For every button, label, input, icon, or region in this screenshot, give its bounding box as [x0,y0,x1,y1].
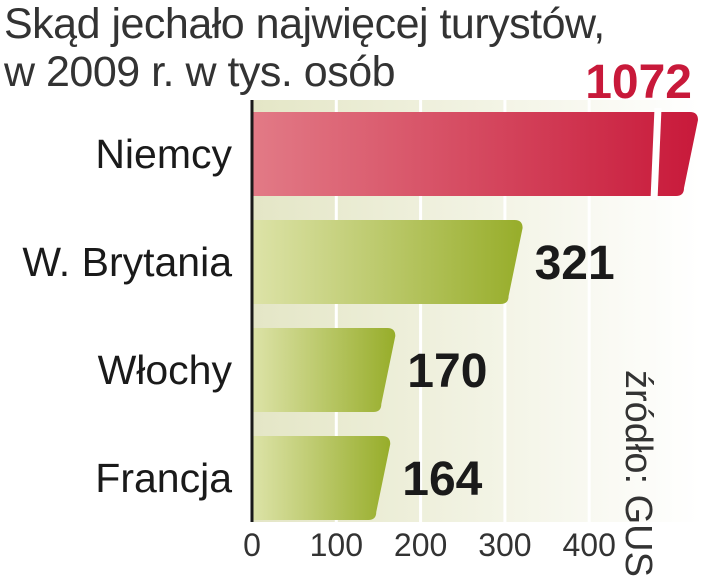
x-tick-label-200: 200 [394,527,447,563]
bar-2 [252,220,523,304]
x-tick-label-100: 100 [310,527,363,563]
bar-4 [252,436,391,520]
plot-area: Niemcy 1072 W. Brytania 321 Włochy 170 Francja… [22,56,700,563]
category-label-2: W. Brytania [22,239,232,285]
axis-break-mark [650,107,662,201]
bar-1 [252,112,698,196]
value-label-4: 164 [402,453,482,506]
source-label: źródło: GUS [617,370,659,577]
x-tick-label-400: 400 [563,527,616,563]
value-label-1: 1072 [585,56,692,109]
chart-title-line-1: Skąd jechało najwięcej turystów, [4,0,605,48]
category-label-3: Włochy [98,347,233,393]
bar-chart: Niemcy 1072 W. Brytania 321 Włochy 170 Francja… [22,56,700,563]
chart-title: Skąd jechało najwięcej turystów, w 2009 … [4,0,654,96]
x-tick-label-0: 0 [243,527,261,563]
bar-3 [252,328,396,412]
value-label-2: 321 [535,237,615,290]
category-label-4: Francja [95,455,232,501]
value-label-3: 170 [407,345,487,398]
category-label-1: Niemcy [95,131,232,177]
chart-title-line-2: w 2009 r. w tys. osób [4,48,396,96]
x-tick-label-300: 300 [478,527,531,563]
